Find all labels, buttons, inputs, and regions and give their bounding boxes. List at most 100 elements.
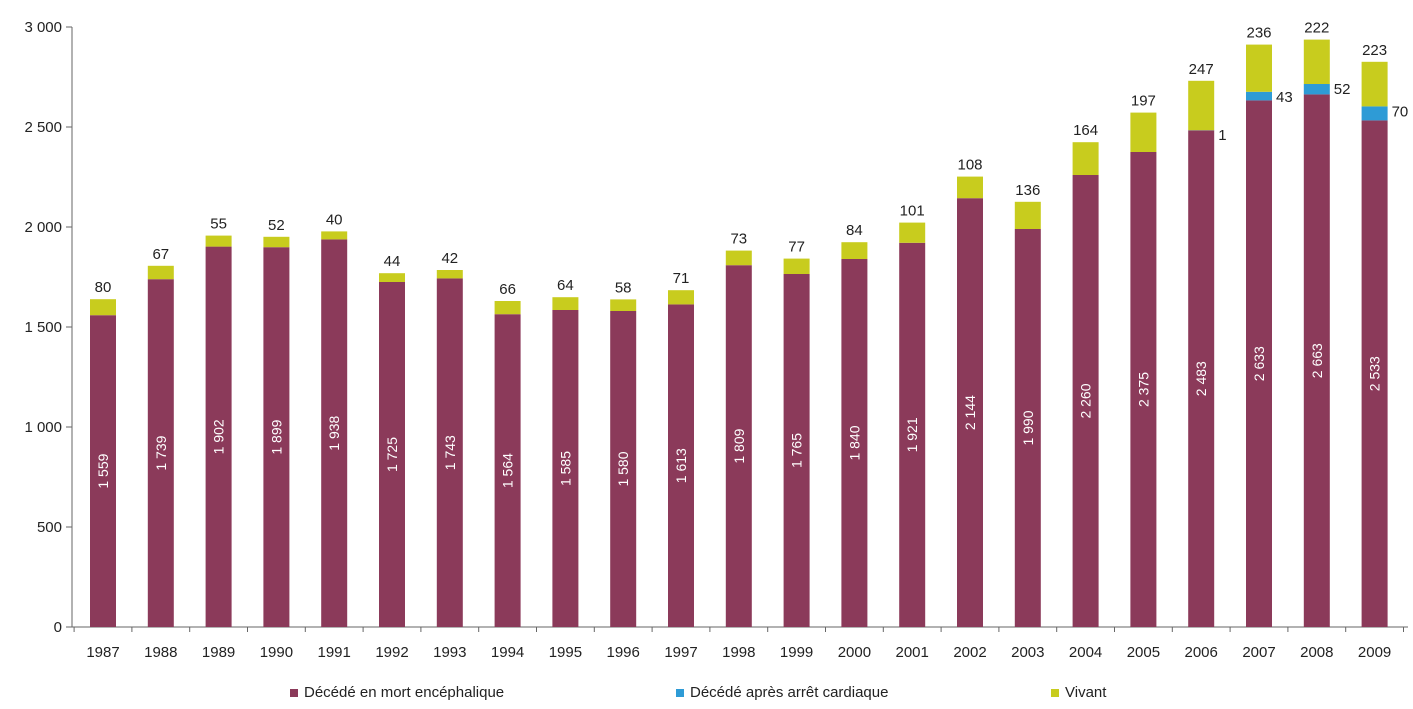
bar-inner-label: 1 990 [1020,410,1036,445]
bars: 1 559 80 1 739 67 1 902 55 1 899 52 1 938 40 1 725… [90,20,1409,628]
bar-segment-vivant [957,176,983,199]
bar-segment-mort-encephalique [263,247,290,627]
legend: Décédé en mort encéphalique Décédé après … [290,684,1107,701]
bar-segment-vivant [1130,112,1157,152]
bar-side-label: 70 [1392,103,1409,120]
bar-segment-mort-encephalique [1188,130,1215,627]
x-tick-label: 2008 [1300,644,1333,661]
x-tick-label: 1991 [318,644,351,661]
bar-segment-vivant [1072,142,1099,175]
bar-segment-mort-encephalique [205,246,232,627]
bar-top-label: 44 [384,253,401,270]
x-tick-label: 1998 [722,644,755,661]
x-tick-label: 2007 [1242,644,1275,661]
x-tick-label: 1997 [664,644,697,661]
bar-inner-label: 2 260 [1078,383,1094,418]
bar-inner-label: 1 564 [500,453,516,488]
bar-top-label: 236 [1246,25,1271,42]
bar-segment-vivant [147,265,174,280]
bar-segment-arret-cardiaque [1246,91,1272,101]
bar-inner-label: 1 613 [673,448,689,483]
y-tick-label: 1 500 [24,319,62,336]
bar-segment-mort-encephalique [494,314,521,627]
bar-inner-label: 1 921 [904,417,920,452]
y-tick-label: 2 000 [24,219,62,236]
bar-top-label: 222 [1304,20,1329,37]
x-tick-label: 1990 [260,644,293,661]
bar-segment-mort-encephalique [610,311,637,627]
bar-top-label: 223 [1362,42,1387,59]
bar-segment-vivant [783,258,810,274]
bar-top-label: 247 [1189,61,1214,78]
bar-inner-label: 2 633 [1251,346,1267,381]
bar-segment-mort-encephalique [379,282,405,627]
bar-segment-mort-encephalique [90,315,116,627]
bar-segment-vivant [263,236,290,248]
x-tick-label: 2004 [1069,644,1102,661]
x-tick-label: 2002 [953,644,986,661]
bar-segment-mort-encephalique [783,274,810,627]
bar-top-label: 58 [615,279,632,296]
bar-top-label: 40 [326,211,343,228]
y-tick-label: 0 [54,619,62,636]
bar-top-label: 42 [441,250,458,267]
legend-swatch [676,689,684,697]
bar-top-label: 108 [957,157,982,174]
x-tick-label: 2001 [896,644,929,661]
bar-inner-label: 2 663 [1309,343,1325,378]
bar-inner-label: 2 483 [1193,361,1209,396]
bar-segment-mort-encephalique [147,279,174,627]
bar-inner-label: 2 533 [1367,356,1383,391]
bar-segment-vivant [494,301,521,315]
bar-segment-mort-encephalique [1361,120,1388,628]
bar-top-label: 77 [788,239,805,256]
x-tick-label: 1994 [491,644,524,661]
bar-inner-label: 1 902 [211,419,227,454]
bar-segment-vivant [205,235,232,247]
bar-top-label: 55 [210,216,227,233]
bar-segment-arret-cardiaque [1361,106,1388,121]
bar-top-label: 66 [499,281,516,298]
bar-segment-arret-cardiaque [1303,84,1330,95]
bar-segment-vivant [610,299,637,311]
bar-segment-vivant [725,250,752,266]
bar-segment-vivant [321,231,348,240]
bar-segment-vivant [552,297,579,310]
bar-inner-label: 2 375 [1135,372,1151,407]
bar-top-label: 67 [152,246,169,263]
x-tick-label: 1993 [433,644,466,661]
bar-segment-vivant [90,299,116,316]
bar-inner-label: 1 585 [557,451,573,486]
bar-top-label: 80 [95,279,112,296]
x-tick-label: 1996 [607,644,640,661]
bar-segment-mort-encephalique [1303,94,1330,627]
legend-entry: Décédé en mort encéphalique [304,684,504,701]
bar-segment-vivant [1014,201,1041,229]
bar-inner-label: 2 144 [962,395,978,430]
bar-segment-mort-encephalique [1072,175,1099,627]
bar-segment-mort-encephalique [841,259,868,627]
bar-segment-mort-encephalique [552,310,579,627]
x-tick-label: 2005 [1127,644,1160,661]
bar-segment-vivant [379,273,405,282]
bar-segment-vivant [668,290,694,305]
bar-top-label: 73 [730,231,747,248]
bar-segment-vivant [1361,61,1388,107]
bar-segment-vivant [841,242,868,259]
bar-top-label: 64 [557,277,574,294]
bar-side-label: 52 [1334,81,1351,98]
legend-swatch [290,689,298,697]
bar-inner-label: 1 840 [846,425,862,460]
y-tick-label: 2 500 [24,119,62,136]
bar-segment-mort-encephalique [725,265,752,627]
bar-segment-vivant [1303,39,1330,84]
legend-entry: Vivant [1065,684,1107,701]
bar-inner-label: 1 739 [153,435,169,470]
bar-inner-label: 1 559 [95,453,111,488]
y-tick-label: 500 [37,519,62,536]
bar-segment-mort-encephalique [436,278,463,627]
y-tick-label: 3 000 [24,19,62,36]
y-tick-label: 1 000 [24,419,62,436]
legend-entry: Décédé après arrêt cardiaque [690,684,888,701]
bar-segment-mort-encephalique [957,198,983,627]
